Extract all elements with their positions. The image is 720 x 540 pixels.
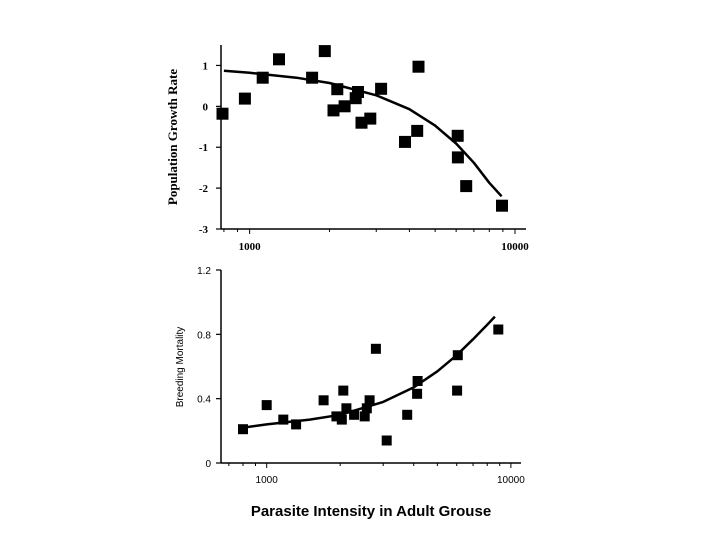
data-point <box>452 350 463 361</box>
data-point <box>370 343 381 354</box>
data-point <box>364 112 377 125</box>
y-tick-label: -3 <box>199 224 209 236</box>
data-point <box>412 388 423 399</box>
data-point <box>451 151 464 164</box>
data-point <box>331 411 342 422</box>
x-tick-label: 1000 <box>256 475 279 486</box>
data-point <box>273 53 285 66</box>
y-tick-label: 0.8 <box>197 330 211 341</box>
breeding-mortality-chart: Breeding Mortality 0 0.4 0.8 1.2 1000 10000 P… <box>175 266 525 520</box>
data-point <box>318 45 331 58</box>
x-tick-label: 1000 <box>239 241 262 253</box>
x-tick-label: 10000 <box>501 241 529 253</box>
y-tick-label: -1 <box>199 142 208 154</box>
y-tick-label: 1 <box>203 60 209 72</box>
x-tick-label: 10000 <box>497 475 525 486</box>
x-axis-label: Parasite Intensity in Adult Grouse <box>251 503 491 520</box>
y-axis-label: Population Growth Rate <box>165 69 180 205</box>
data-points <box>216 45 508 212</box>
trend-line <box>223 69 503 198</box>
y-axis-label: Breeding Mortality <box>175 327 186 408</box>
axes: -3 -2 -1 0 1 1000 10000 <box>199 45 529 253</box>
data-point <box>352 86 364 98</box>
data-point <box>291 419 302 430</box>
data-point <box>341 403 352 414</box>
data-point <box>318 395 329 406</box>
data-point <box>361 403 372 414</box>
data-point <box>331 83 344 96</box>
trend-curve <box>223 69 503 198</box>
y-tick-label: 1.2 <box>197 266 211 277</box>
data-point <box>359 411 370 422</box>
data-point <box>412 60 425 73</box>
data-point <box>451 129 464 142</box>
data-point <box>238 424 248 435</box>
data-point <box>306 71 319 84</box>
data-point <box>493 324 504 335</box>
data-point <box>399 135 411 148</box>
y-tick-label: 0 <box>205 459 211 470</box>
y-tick-label: 0.4 <box>197 395 211 406</box>
data-point <box>238 92 251 105</box>
data-point <box>411 124 424 137</box>
data-point <box>336 414 347 425</box>
data-point <box>261 400 272 411</box>
data-point <box>460 180 473 193</box>
y-tick-label: -2 <box>199 183 209 195</box>
y-tick-label: 0 <box>203 101 209 113</box>
data-point <box>375 82 388 95</box>
data-points <box>238 324 504 446</box>
data-point <box>349 409 360 420</box>
data-point <box>338 100 351 113</box>
data-point <box>364 395 375 406</box>
population-growth-chart: Population Growth Rate -3 -2 -1 0 1 1000 10000 <box>165 45 529 253</box>
data-point <box>496 199 508 212</box>
data-point <box>338 385 349 396</box>
data-point <box>256 71 269 84</box>
data-point <box>216 107 229 120</box>
axes: 0 0.4 0.8 1.2 1000 10000 <box>197 266 525 486</box>
data-point <box>327 104 340 117</box>
data-point <box>452 385 463 396</box>
data-point <box>381 435 392 446</box>
data-point <box>412 376 423 386</box>
data-point <box>278 414 289 425</box>
data-point <box>402 409 413 420</box>
